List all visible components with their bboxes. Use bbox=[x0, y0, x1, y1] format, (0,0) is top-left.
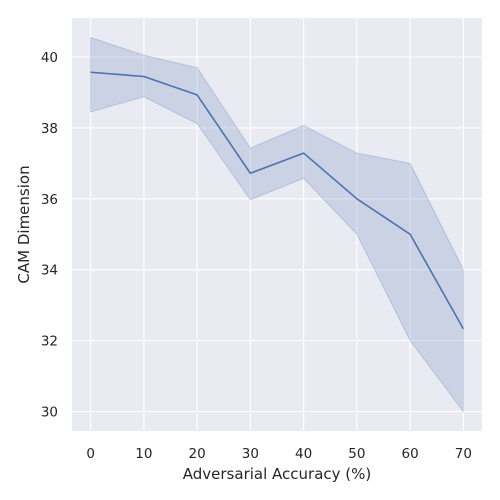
x-tick-label: 40 bbox=[295, 446, 312, 462]
x-tick-label: 70 bbox=[455, 446, 472, 462]
x-tick-label: 50 bbox=[348, 446, 365, 462]
y-tick-label: 32 bbox=[41, 334, 58, 350]
y-tick-label: 40 bbox=[41, 50, 58, 66]
x-tick-label: 20 bbox=[189, 446, 206, 462]
grid bbox=[72, 18, 482, 431]
x-tick-label: 30 bbox=[242, 446, 259, 462]
plot-background bbox=[72, 18, 482, 431]
y-tick-labels: 30 32 34 36 38 40 bbox=[41, 50, 58, 421]
x-tick-label: 0 bbox=[86, 446, 95, 462]
x-tick-labels: 0 10 20 30 40 50 60 70 bbox=[86, 446, 472, 462]
y-axis-label: CAM Dimension bbox=[15, 165, 33, 283]
y-tick-label: 38 bbox=[41, 121, 58, 137]
y-tick-label: 36 bbox=[41, 192, 58, 208]
y-tick-label: 30 bbox=[41, 405, 58, 421]
x-tick-label: 10 bbox=[135, 446, 152, 462]
y-tick-label: 34 bbox=[41, 263, 58, 279]
x-tick-label: 60 bbox=[402, 446, 419, 462]
series-line bbox=[90, 71, 465, 330]
x-axis-label: Adversarial Accuracy (%) bbox=[183, 465, 371, 483]
